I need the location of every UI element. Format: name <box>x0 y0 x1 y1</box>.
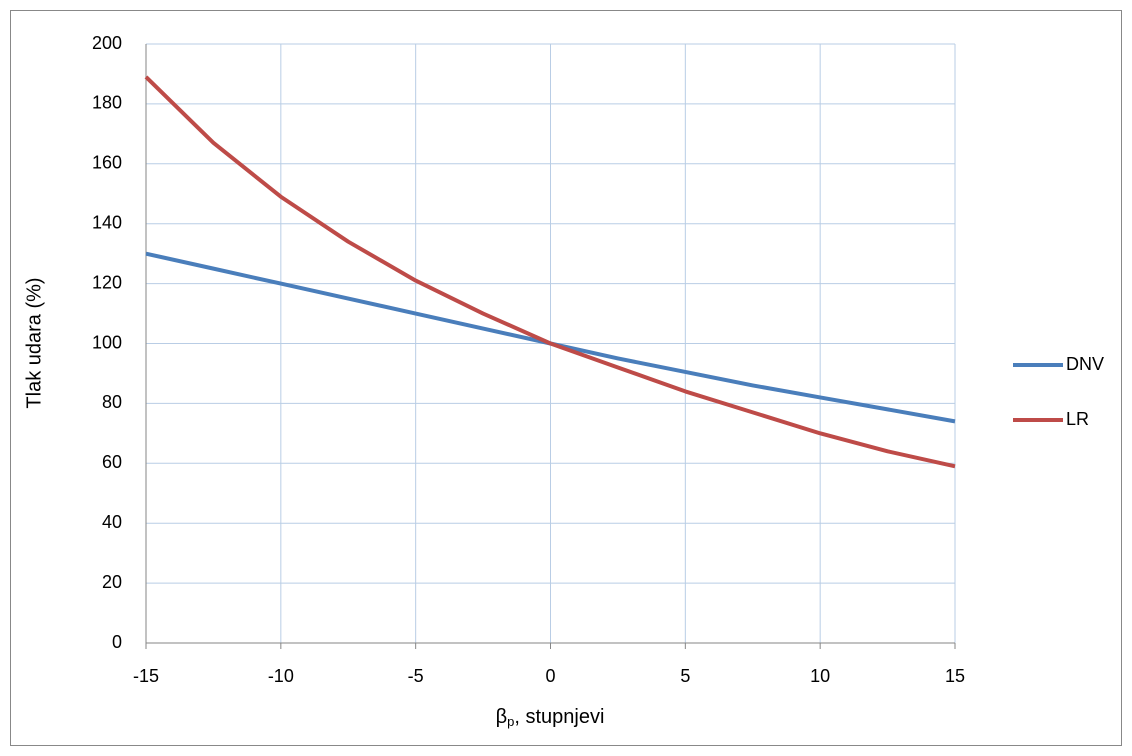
x-tick-label: 10 <box>810 666 830 686</box>
x-axis-rest: , stupnjevi <box>514 706 604 728</box>
chart-border <box>10 10 1122 746</box>
y-tick-label: 0 <box>112 632 122 652</box>
y-tick-label: 80 <box>102 392 122 412</box>
y-axis-title: Tlak udara (%) <box>23 277 45 408</box>
x-tick-label: -5 <box>408 666 424 686</box>
series-line <box>144 75 956 469</box>
y-tick-label: 200 <box>92 33 122 53</box>
legend-label: DNV <box>1066 354 1104 374</box>
x-axis-title: βp, stupnjevi <box>496 706 605 729</box>
y-tick-label: 120 <box>92 272 122 292</box>
x-axis-subscript: p <box>507 714 514 729</box>
y-tick-label: 140 <box>92 212 122 232</box>
y-tick-label: 180 <box>92 93 122 113</box>
y-tick-label: 40 <box>102 512 122 532</box>
y-tick-label: 20 <box>102 572 122 592</box>
y-tick-label: 160 <box>92 153 122 173</box>
x-tick-label: 15 <box>945 666 965 686</box>
x-tick-label: -15 <box>133 666 159 686</box>
x-tick-label: -10 <box>268 666 294 686</box>
y-tick-label: 100 <box>92 332 122 352</box>
x-axis-symbol: β <box>496 706 508 728</box>
legend-label: LR <box>1066 409 1089 429</box>
x-tick-label: 0 <box>545 666 555 686</box>
y-tick-label: 60 <box>102 452 122 472</box>
x-tick-label: 5 <box>680 666 690 686</box>
